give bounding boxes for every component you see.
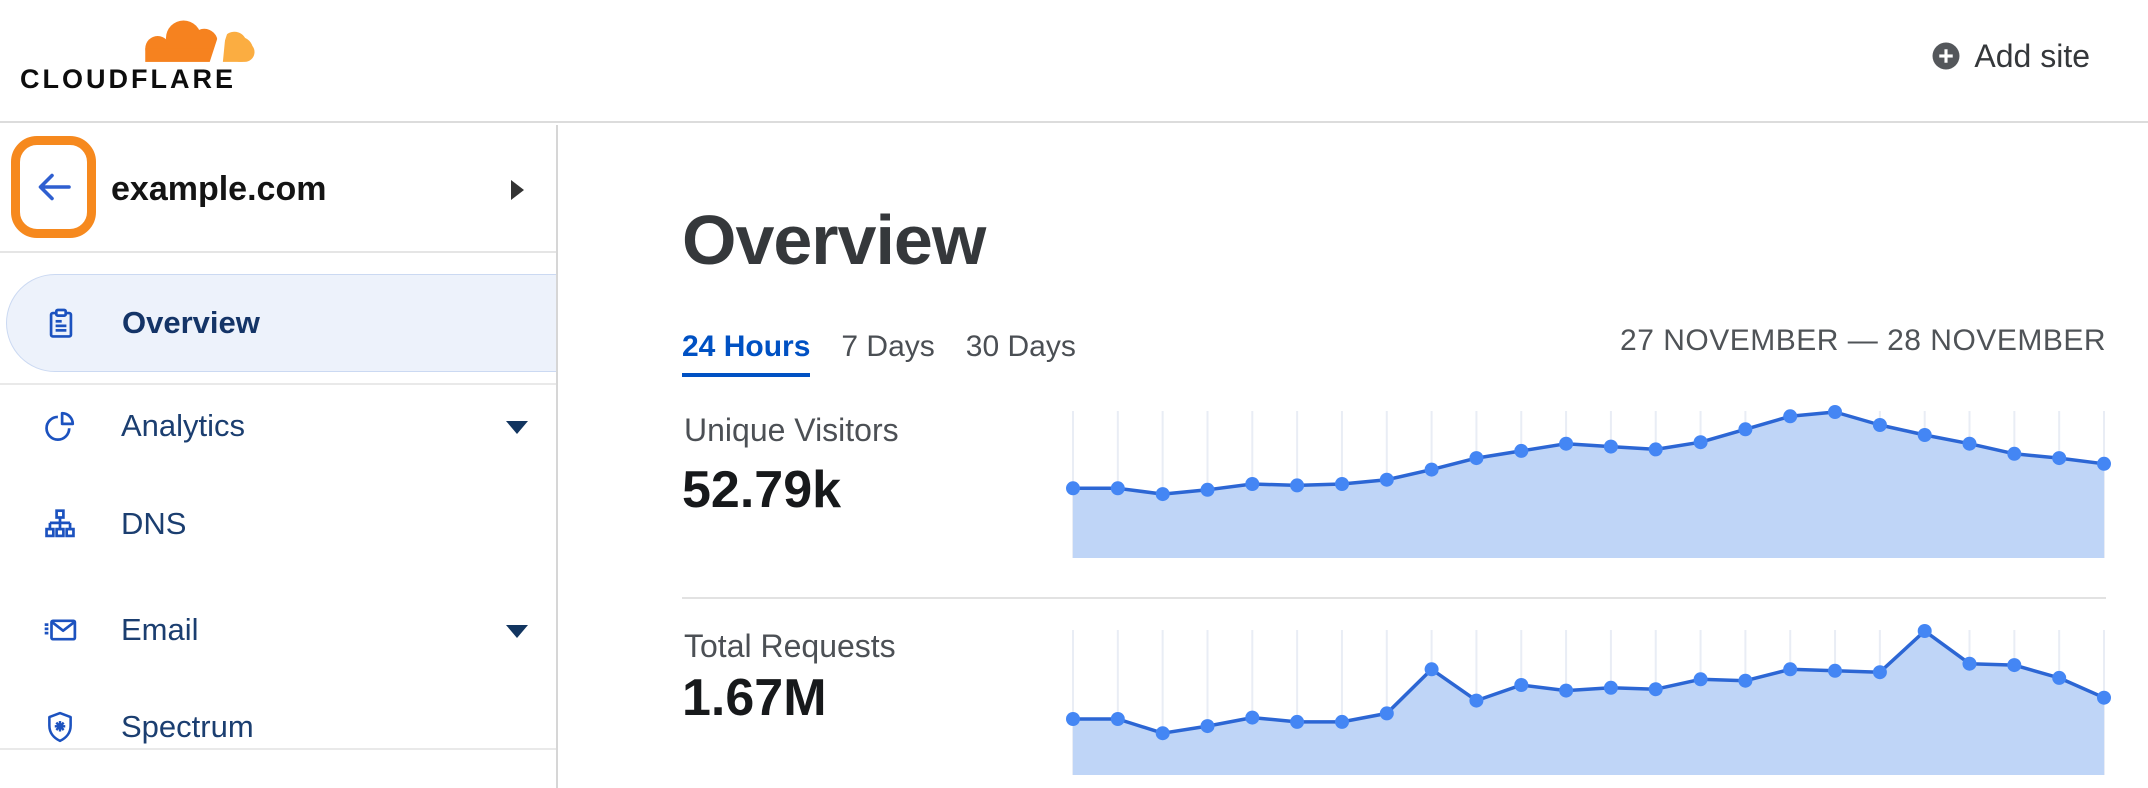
page-title: Overview bbox=[682, 201, 986, 279]
cloudflare-logo[interactable]: CLOUDFLARE bbox=[20, 4, 270, 100]
metric-value-unique-visitors: 52.79k bbox=[682, 461, 842, 519]
sidebar-item-label: Spectrum bbox=[121, 709, 254, 744]
sidebar-group-divider bbox=[0, 748, 556, 750]
tab-24-hours[interactable]: 24 Hours bbox=[682, 330, 811, 377]
sidebar-group-divider bbox=[0, 383, 556, 385]
email-icon bbox=[43, 613, 77, 647]
sidebar: example.com Overview bbox=[0, 125, 558, 788]
site-selector-row: example.com bbox=[0, 125, 556, 253]
site-name: example.com bbox=[111, 169, 327, 208]
dns-tree-icon bbox=[43, 507, 77, 541]
sidebar-item-overview[interactable]: Overview bbox=[6, 274, 556, 372]
add-site-label: Add site bbox=[1974, 37, 2090, 74]
metric-label-unique-visitors: Unique Visitors bbox=[684, 412, 899, 448]
chevron-down-icon[interactable] bbox=[506, 625, 528, 638]
metric-row-divider bbox=[682, 597, 2106, 599]
add-site-button[interactable]: Add site bbox=[1932, 36, 2090, 76]
unique-visitors-sparkline-chart[interactable] bbox=[1066, 405, 2111, 558]
chevron-down-icon[interactable] bbox=[506, 421, 528, 434]
metric-label-total-requests: Total Requests bbox=[684, 628, 896, 664]
metric-value-total-requests: 1.67M bbox=[682, 669, 827, 727]
sidebar-item-label: Analytics bbox=[121, 408, 246, 443]
plus-icon bbox=[1932, 42, 1960, 70]
back-arrow-icon[interactable] bbox=[32, 167, 76, 207]
total-requests-sparkline-chart[interactable] bbox=[1066, 624, 2111, 775]
clipboard-icon bbox=[44, 306, 78, 340]
date-range-label: 27 NOVEMBER — 28 NOVEMBER bbox=[1620, 324, 2106, 357]
pie-chart-icon bbox=[43, 409, 77, 443]
shield-spectrum-icon bbox=[43, 710, 77, 744]
sidebar-item-label: Overview bbox=[122, 305, 260, 340]
sidebar-item-spectrum[interactable]: Spectrum bbox=[0, 678, 556, 776]
sidebar-item-label: Email bbox=[121, 612, 199, 647]
top-header: CLOUDFLARE Add site bbox=[0, 0, 2148, 123]
back-button-highlight bbox=[11, 136, 96, 238]
time-range-tabs: 24 Hours 7 Days 30 Days bbox=[682, 330, 1076, 377]
tab-30-days[interactable]: 30 Days bbox=[965, 330, 1076, 363]
tab-7-days[interactable]: 7 Days bbox=[841, 330, 935, 363]
sidebar-item-email[interactable]: Email bbox=[0, 581, 556, 679]
sidebar-item-label: DNS bbox=[121, 506, 187, 541]
cloudflare-wordmark: CLOUDFLARE bbox=[20, 64, 236, 94]
cloudflare-cloud-icon bbox=[145, 20, 255, 62]
sidebar-item-dns[interactable]: DNS bbox=[0, 475, 556, 573]
sidebar-item-analytics[interactable]: Analytics bbox=[0, 377, 556, 475]
site-expander-caret-icon[interactable] bbox=[511, 180, 524, 200]
